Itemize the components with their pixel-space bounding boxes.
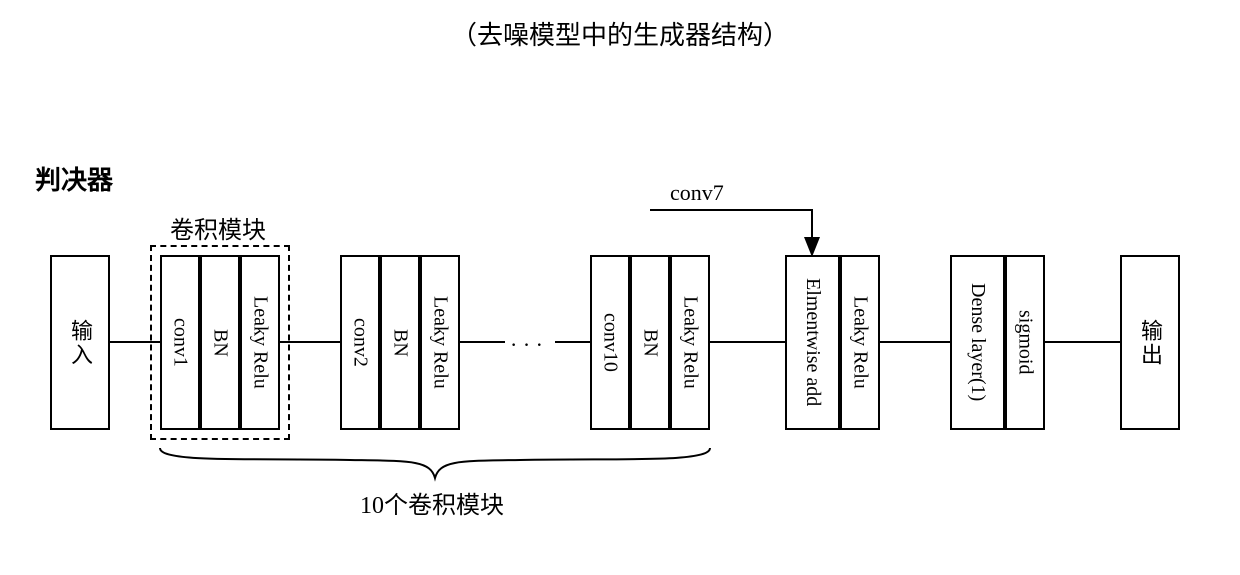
module2-lrelu: Leaky Relu	[420, 255, 460, 430]
module10-conv-label: conv10	[599, 313, 622, 372]
module10-bn-label: BN	[639, 329, 662, 357]
elem-lrelu-label: Leaky Relu	[849, 296, 872, 389]
skip-label: conv7	[670, 180, 724, 206]
section-label: 判决器	[35, 160, 113, 197]
module10-lrelu: Leaky Relu	[670, 255, 710, 430]
dense-layer-label: Dense layer(1)	[966, 283, 989, 401]
input-block: 输入	[50, 255, 110, 430]
elem-lrelu: Leaky Relu	[840, 255, 880, 430]
output-block: 输出	[1120, 255, 1180, 430]
sigmoid: sigmoid	[1005, 255, 1045, 430]
input-label: 输入	[64, 319, 96, 367]
module2-lrelu-label: Leaky Relu	[429, 296, 452, 389]
elementwise-add: Elmentwise add	[785, 255, 840, 430]
module2-bn-label: BN	[389, 329, 412, 357]
ellipsis: · · ·	[510, 332, 543, 358]
module10-lrelu-label: Leaky Relu	[679, 296, 702, 389]
module10-conv: conv10	[590, 255, 630, 430]
module-label: 卷积模块	[170, 210, 266, 245]
module2-conv: conv2	[340, 255, 380, 430]
diagram-title: （去噪模型中的生成器结构）	[451, 15, 789, 52]
conv-module-highlight	[150, 245, 290, 440]
sigmoid-label: sigmoid	[1014, 310, 1037, 374]
elementwise-add-label: Elmentwise add	[801, 278, 824, 406]
brace-label: 10个卷积模块	[360, 485, 504, 520]
module10-bn: BN	[630, 255, 670, 430]
module2-bn: BN	[380, 255, 420, 430]
module2-conv-label: conv2	[349, 318, 372, 367]
dense-layer: Dense layer(1)	[950, 255, 1005, 430]
output-label: 输出	[1134, 319, 1166, 367]
